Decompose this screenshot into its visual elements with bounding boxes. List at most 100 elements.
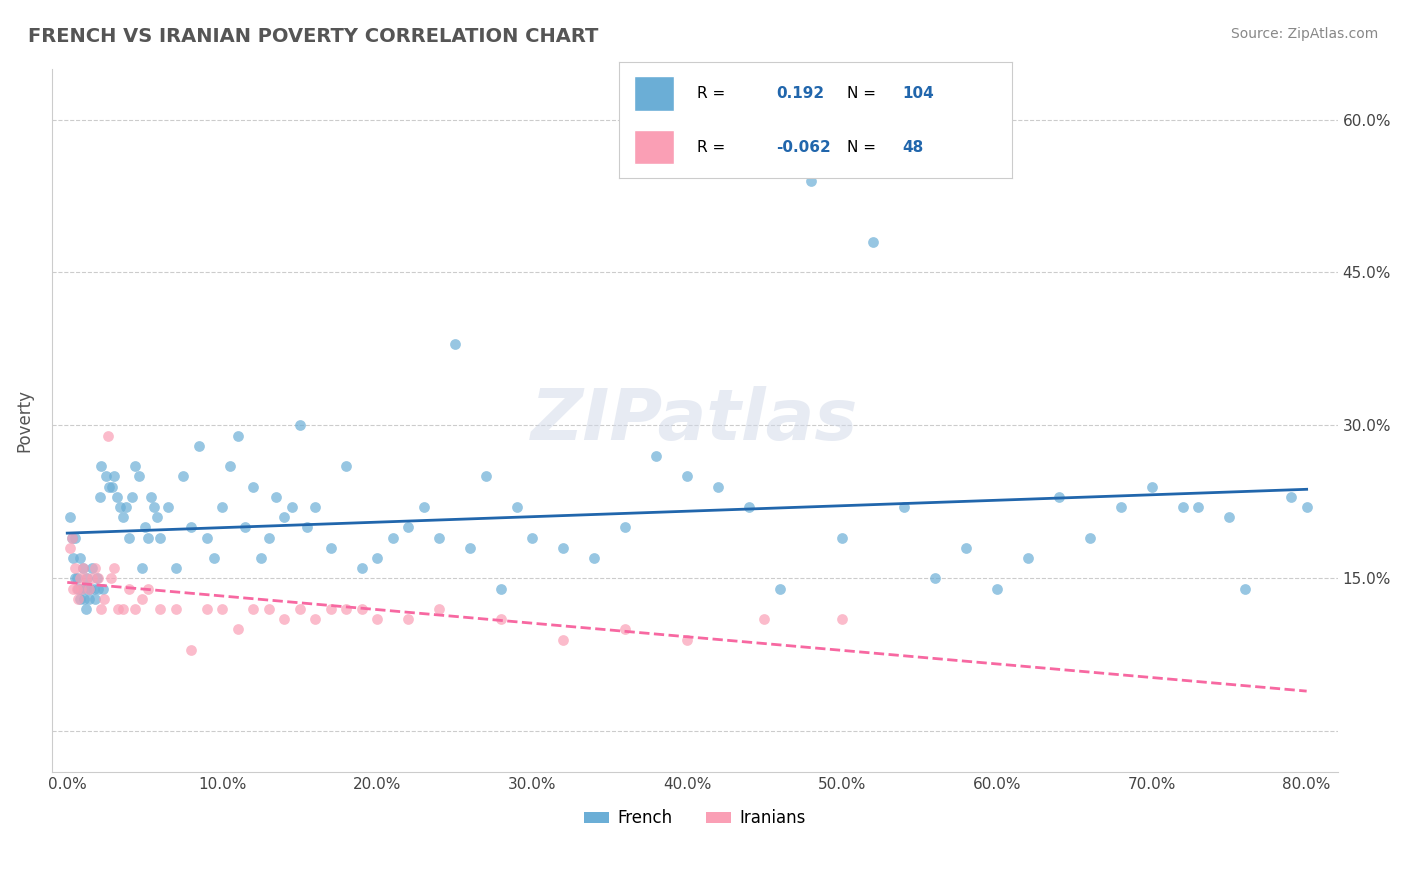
- Point: [103, 469, 125, 483]
- Point: [250, 550, 273, 565]
- Point: [73, 591, 96, 606]
- Point: [69, 591, 91, 606]
- Point: [582, 550, 605, 565]
- Point: [134, 520, 156, 534]
- Point: [304, 612, 326, 626]
- Point: [80, 571, 103, 585]
- Point: [288, 602, 311, 616]
- Point: [98, 479, 121, 493]
- Point: [831, 612, 853, 626]
- Point: [146, 510, 169, 524]
- Point: [76, 571, 98, 585]
- Point: [84, 561, 107, 575]
- Text: Source: ZipAtlas.com: Source: ZipAtlas.com: [1230, 27, 1378, 41]
- Point: [769, 582, 792, 596]
- Point: [149, 602, 172, 616]
- Point: [165, 561, 187, 575]
- Point: [1140, 479, 1163, 493]
- Point: [69, 571, 91, 585]
- Point: [893, 500, 915, 514]
- Point: [427, 531, 450, 545]
- Point: [70, 582, 93, 596]
- Point: [111, 602, 134, 616]
- Point: [107, 602, 129, 616]
- Point: [93, 591, 115, 606]
- Point: [288, 418, 311, 433]
- Point: [108, 500, 131, 514]
- Point: [79, 582, 101, 596]
- Point: [67, 591, 90, 606]
- Point: [75, 582, 97, 596]
- Point: [118, 531, 141, 545]
- Point: [165, 602, 187, 616]
- Point: [96, 428, 118, 442]
- Point: [335, 602, 357, 616]
- Text: N =: N =: [846, 139, 876, 154]
- Point: [257, 602, 280, 616]
- Point: [754, 612, 776, 626]
- Point: [366, 612, 388, 626]
- Point: [266, 490, 288, 504]
- Point: [75, 571, 97, 585]
- Text: ZIPatlas: ZIPatlas: [531, 385, 859, 455]
- Point: [862, 235, 884, 249]
- Point: [60, 531, 83, 545]
- Text: -0.062: -0.062: [776, 139, 831, 154]
- Point: [319, 602, 342, 616]
- Point: [69, 550, 91, 565]
- Point: [676, 469, 699, 483]
- Point: [614, 622, 637, 636]
- Text: 48: 48: [903, 139, 924, 154]
- Point: [489, 612, 512, 626]
- Point: [1109, 500, 1132, 514]
- Point: [172, 469, 194, 483]
- Point: [101, 479, 124, 493]
- Legend: French, Iranians: French, Iranians: [578, 803, 813, 834]
- Point: [204, 550, 226, 565]
- Point: [1233, 582, 1256, 596]
- Point: [180, 642, 202, 657]
- Point: [226, 428, 249, 442]
- Point: [67, 582, 90, 596]
- Point: [427, 602, 450, 616]
- Text: R =: R =: [697, 87, 725, 102]
- Point: [131, 561, 153, 575]
- Point: [350, 561, 373, 575]
- Text: N =: N =: [846, 87, 876, 102]
- Point: [75, 602, 97, 616]
- Point: [90, 459, 112, 474]
- Point: [1279, 490, 1302, 504]
- Point: [489, 582, 512, 596]
- Point: [59, 510, 82, 524]
- Point: [242, 602, 264, 616]
- Point: [986, 582, 1008, 596]
- Point: [62, 550, 84, 565]
- Point: [86, 571, 108, 585]
- Point: [156, 500, 179, 514]
- Point: [396, 520, 419, 534]
- Point: [458, 541, 481, 555]
- Text: 0.192: 0.192: [776, 87, 824, 102]
- Text: R =: R =: [697, 139, 725, 154]
- Point: [831, 531, 853, 545]
- Point: [520, 531, 543, 545]
- Point: [211, 602, 233, 616]
- Text: 104: 104: [903, 87, 934, 102]
- FancyBboxPatch shape: [634, 77, 673, 112]
- Point: [131, 591, 153, 606]
- Point: [551, 541, 574, 555]
- Point: [304, 500, 326, 514]
- Point: [91, 582, 114, 596]
- Point: [63, 531, 86, 545]
- Point: [474, 469, 496, 483]
- Point: [121, 490, 143, 504]
- Point: [136, 582, 159, 596]
- Point: [443, 336, 465, 351]
- Point: [195, 602, 218, 616]
- Point: [211, 500, 233, 514]
- Point: [297, 520, 319, 534]
- Point: [77, 582, 100, 596]
- Point: [257, 531, 280, 545]
- Point: [505, 500, 527, 514]
- FancyBboxPatch shape: [634, 129, 673, 164]
